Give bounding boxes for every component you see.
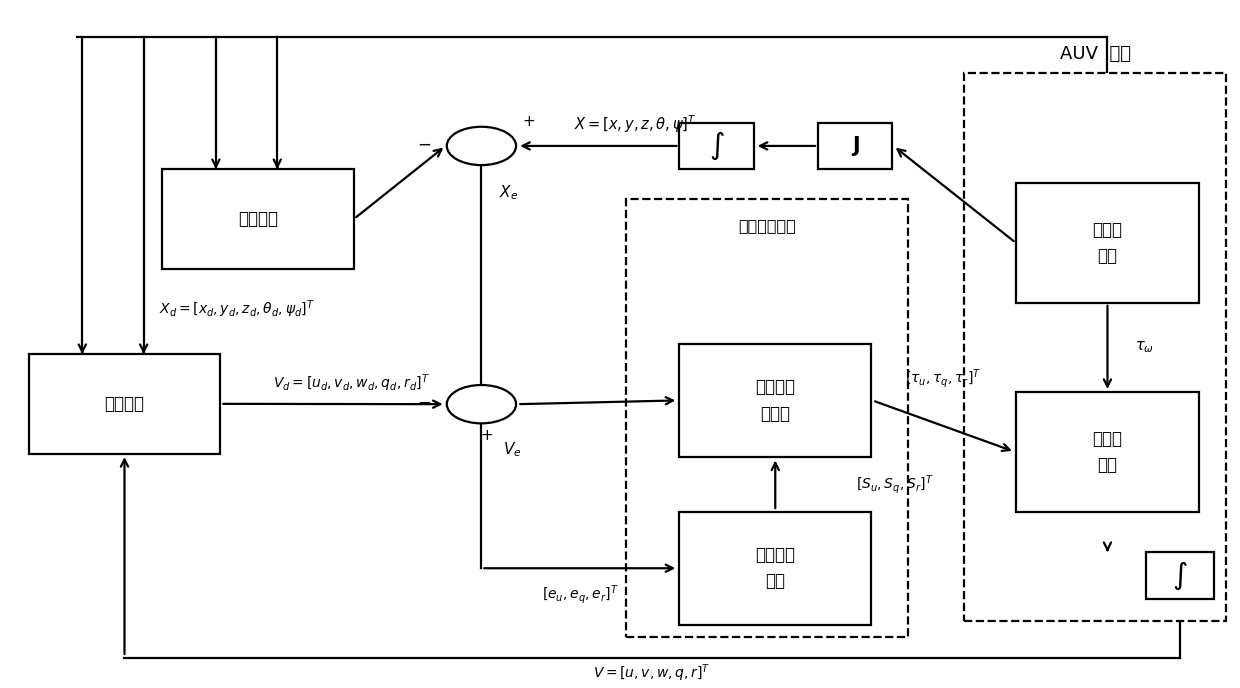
Text: $[\tau_u,\tau_q,\tau_r]^T$: $[\tau_u,\tau_q,\tau_r]^T$ bbox=[905, 367, 982, 390]
Text: $+$: $+$ bbox=[480, 428, 494, 443]
Text: $X_e$: $X_e$ bbox=[498, 183, 518, 202]
FancyBboxPatch shape bbox=[1016, 392, 1199, 512]
Text: $X_d=[x_d,y_d,z_d,\theta_d,\psi_d]^T$: $X_d=[x_d,y_d,z_d,\theta_d,\psi_d]^T$ bbox=[159, 299, 315, 321]
Text: 动力学
模型: 动力学 模型 bbox=[1092, 429, 1122, 474]
Text: 运动学
模型: 运动学 模型 bbox=[1092, 221, 1122, 265]
Text: $X=[x,y,z,\theta,\psi]^T$: $X=[x,y,z,\theta,\psi]^T$ bbox=[574, 113, 696, 135]
Text: 期望位置: 期望位置 bbox=[238, 210, 278, 228]
Text: $-$: $-$ bbox=[418, 134, 432, 152]
Text: 生物启发
模型: 生物启发 模型 bbox=[755, 546, 795, 590]
FancyBboxPatch shape bbox=[818, 122, 893, 169]
FancyBboxPatch shape bbox=[162, 169, 353, 268]
FancyBboxPatch shape bbox=[963, 74, 1226, 621]
FancyBboxPatch shape bbox=[680, 344, 872, 457]
FancyBboxPatch shape bbox=[680, 512, 872, 625]
Text: AUV  模型: AUV 模型 bbox=[1060, 45, 1131, 63]
Circle shape bbox=[446, 385, 516, 423]
Text: $+$: $+$ bbox=[522, 114, 534, 129]
Text: $-$: $-$ bbox=[418, 392, 432, 411]
Circle shape bbox=[446, 127, 516, 165]
Text: $\int$: $\int$ bbox=[708, 130, 724, 162]
FancyBboxPatch shape bbox=[29, 354, 221, 453]
Text: $\int$: $\int$ bbox=[1172, 559, 1188, 592]
FancyBboxPatch shape bbox=[1016, 183, 1199, 303]
Text: $\tau_\omega$: $\tau_\omega$ bbox=[1135, 339, 1153, 355]
Text: $[S_u,S_q,S_r]^T$: $[S_u,S_q,S_r]^T$ bbox=[856, 473, 934, 496]
Text: $[e_u,e_q,e_r]^T$: $[e_u,e_q,e_r]^T$ bbox=[542, 583, 619, 605]
Text: 期望速度: 期望速度 bbox=[104, 395, 145, 413]
Text: $V=[u,v,w,q,r]^T$: $V=[u,v,w,q,r]^T$ bbox=[594, 662, 711, 683]
Text: $\mathbf{J}$: $\mathbf{J}$ bbox=[851, 134, 859, 158]
FancyBboxPatch shape bbox=[1146, 552, 1214, 599]
FancyBboxPatch shape bbox=[680, 122, 754, 169]
Text: $V_e$: $V_e$ bbox=[503, 440, 522, 459]
FancyBboxPatch shape bbox=[626, 199, 908, 637]
Text: 动态速度调节: 动态速度调节 bbox=[738, 219, 796, 233]
Text: 轨迹跟踪
控制器: 轨迹跟踪 控制器 bbox=[755, 378, 795, 422]
Text: $V_d=[u_d,v_d,w_d,q_d,r_d]^T$: $V_d=[u_d,v_d,w_d,q_d,r_d]^T$ bbox=[273, 372, 429, 394]
